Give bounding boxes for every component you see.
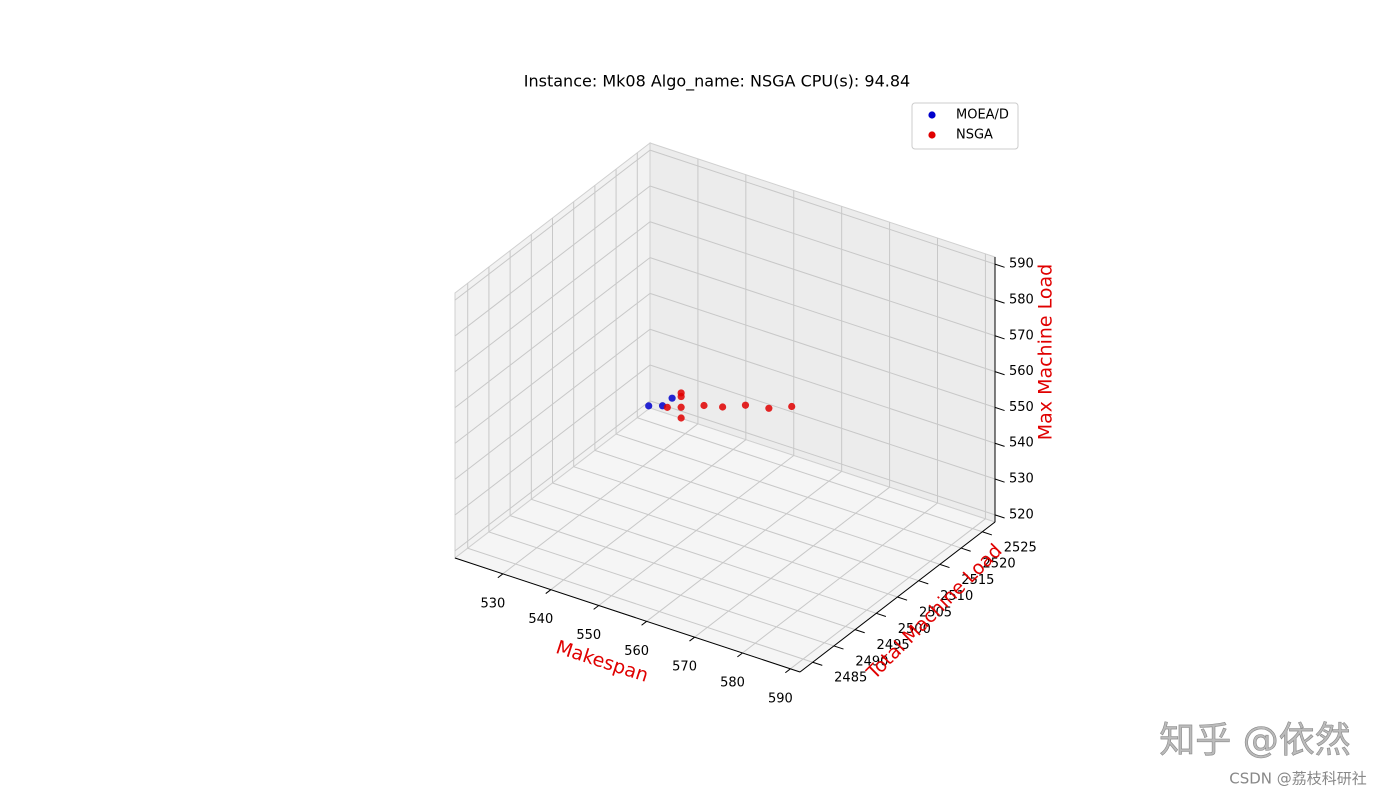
grid-line — [454, 221, 651, 373]
point — [668, 394, 676, 402]
tick-mark — [876, 612, 887, 617]
tick-mark — [737, 652, 743, 658]
grid-line — [649, 257, 996, 373]
point — [677, 403, 685, 411]
grid-line — [454, 400, 651, 552]
watermark: CSDN @荔枝科研社 — [1229, 770, 1367, 788]
tick-mark — [982, 531, 993, 536]
grid-line — [454, 364, 651, 516]
point — [663, 403, 671, 411]
z-tick-label: 560 — [1009, 364, 1034, 379]
grid-line — [649, 364, 996, 480]
tick-mark — [994, 299, 1005, 304]
grid-line — [488, 531, 835, 647]
grid-line — [454, 149, 651, 301]
y-tick-label: 2490 — [855, 654, 888, 669]
y-tick-label: 2485 — [834, 671, 867, 686]
point — [645, 402, 653, 410]
y-tick-label: 2520 — [983, 557, 1016, 572]
grid-line — [454, 328, 651, 480]
x-tick-label: 580 — [720, 676, 745, 691]
watermark: 知乎 @依然 — [1159, 720, 1350, 761]
chart-title: Instance: Mk08 Algo_name: NSGA CPU(s): 9… — [524, 72, 910, 92]
grid-line — [649, 292, 996, 408]
point — [700, 401, 708, 410]
grid-line — [467, 547, 813, 663]
z-tick-label: 520 — [1009, 507, 1034, 522]
x-tick-label: 550 — [576, 628, 601, 643]
tick-mark — [689, 636, 695, 642]
tick-mark — [918, 580, 929, 585]
x-tick-label: 560 — [624, 644, 649, 659]
grid-line — [454, 293, 651, 444]
y-tick-label: 2525 — [1004, 540, 1037, 555]
legend-marker — [928, 111, 936, 119]
legend-label: MOEA/D — [956, 108, 1009, 123]
tick-mark — [545, 589, 552, 594]
grid-line — [649, 185, 996, 301]
z-tick-label: 570 — [1009, 328, 1034, 343]
z-tick-label: 550 — [1009, 400, 1034, 415]
tick-mark — [994, 263, 1005, 268]
y-tick-label: 2505 — [919, 606, 952, 621]
tick-mark — [833, 645, 844, 650]
tick-mark — [812, 661, 823, 666]
tick-mark — [994, 478, 1005, 483]
grid-line — [649, 149, 996, 265]
tick-mark — [897, 596, 908, 601]
grid-line — [509, 515, 856, 631]
x-axis-line — [454, 557, 801, 673]
tick-mark — [497, 573, 504, 579]
tick-mark — [994, 442, 1005, 447]
z-tick-label: 580 — [1009, 292, 1034, 307]
grid-line — [454, 257, 651, 408]
grid-line — [637, 417, 983, 533]
grid-line — [454, 185, 651, 337]
legend-label: NSGA — [956, 128, 993, 143]
grid-line — [649, 328, 996, 444]
point — [677, 392, 685, 401]
z-axis-label: Max Machine Load — [1035, 264, 1057, 440]
point — [719, 403, 727, 411]
grid-line — [615, 433, 962, 549]
grid-line — [594, 449, 941, 565]
tick-mark — [960, 547, 971, 552]
tick-mark — [994, 335, 1005, 340]
tick-mark — [593, 605, 600, 610]
tick-mark — [641, 620, 647, 626]
tick-mark — [785, 668, 791, 674]
legend-box — [911, 102, 1019, 150]
point — [765, 404, 773, 412]
z-tick-label: 590 — [1009, 257, 1034, 272]
legend-marker — [928, 131, 936, 139]
grid-line — [573, 466, 919, 582]
y-axis-line — [799, 521, 996, 673]
point — [788, 402, 796, 411]
y-tick-label: 2515 — [961, 573, 994, 588]
point — [677, 414, 685, 422]
z-tick-label: 540 — [1009, 436, 1034, 451]
grid-line — [649, 400, 996, 516]
grid-line — [552, 482, 898, 598]
z-tick-label: 530 — [1009, 472, 1034, 487]
tick-mark — [994, 406, 1005, 412]
tick-mark — [994, 514, 1005, 519]
y-tick-label: 2495 — [877, 638, 910, 653]
grid-line — [649, 221, 996, 337]
tick-mark — [854, 629, 865, 634]
point — [741, 401, 750, 409]
y-tick-label: 2500 — [898, 622, 931, 637]
y-tick-label: 2510 — [940, 589, 973, 604]
tick-mark — [939, 563, 950, 569]
grid-line — [531, 498, 877, 614]
x-tick-label: 530 — [481, 596, 506, 611]
x-tick-label: 590 — [768, 691, 793, 706]
tick-mark — [994, 371, 1005, 376]
x-tick-label: 570 — [672, 660, 697, 675]
x-tick-label: 540 — [528, 612, 553, 627]
